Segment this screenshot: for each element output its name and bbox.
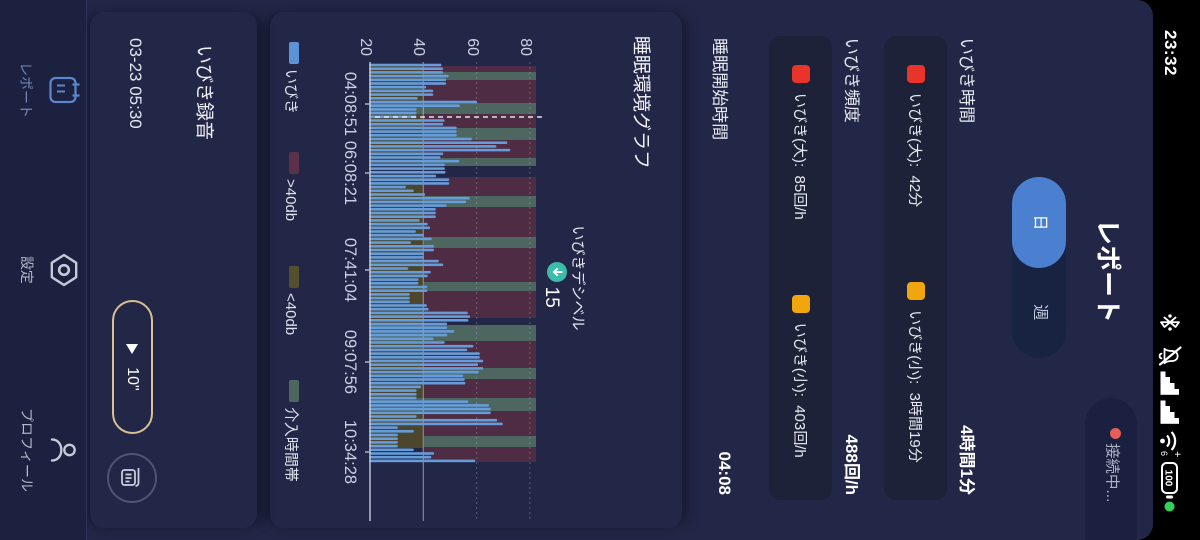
svg-text:介入時間帯: 介入時間帯 [282, 407, 299, 482]
svg-text:06:08:21: 06:08:21 [341, 141, 359, 205]
svg-text:20: 20 [357, 38, 374, 56]
svg-text:10:34:28: 10:34:28 [341, 420, 359, 484]
svg-text:6: 6 [1159, 451, 1169, 456]
svg-text:80: 80 [517, 38, 534, 56]
svg-text:60: 60 [464, 38, 481, 56]
svg-text:>40db: >40db [282, 179, 299, 221]
svg-text:09:07:56: 09:07:56 [341, 330, 359, 394]
svg-text:いびき: いびき [282, 69, 299, 114]
svg-text:<40db: <40db [282, 293, 299, 335]
svg-text:04:08:51: 04:08:51 [341, 72, 359, 136]
svg-text:100: 100 [1163, 470, 1174, 487]
svg-text:40: 40 [410, 38, 427, 56]
svg-text:+: + [1171, 451, 1183, 457]
svg-text:07:41:04: 07:41:04 [341, 238, 359, 302]
